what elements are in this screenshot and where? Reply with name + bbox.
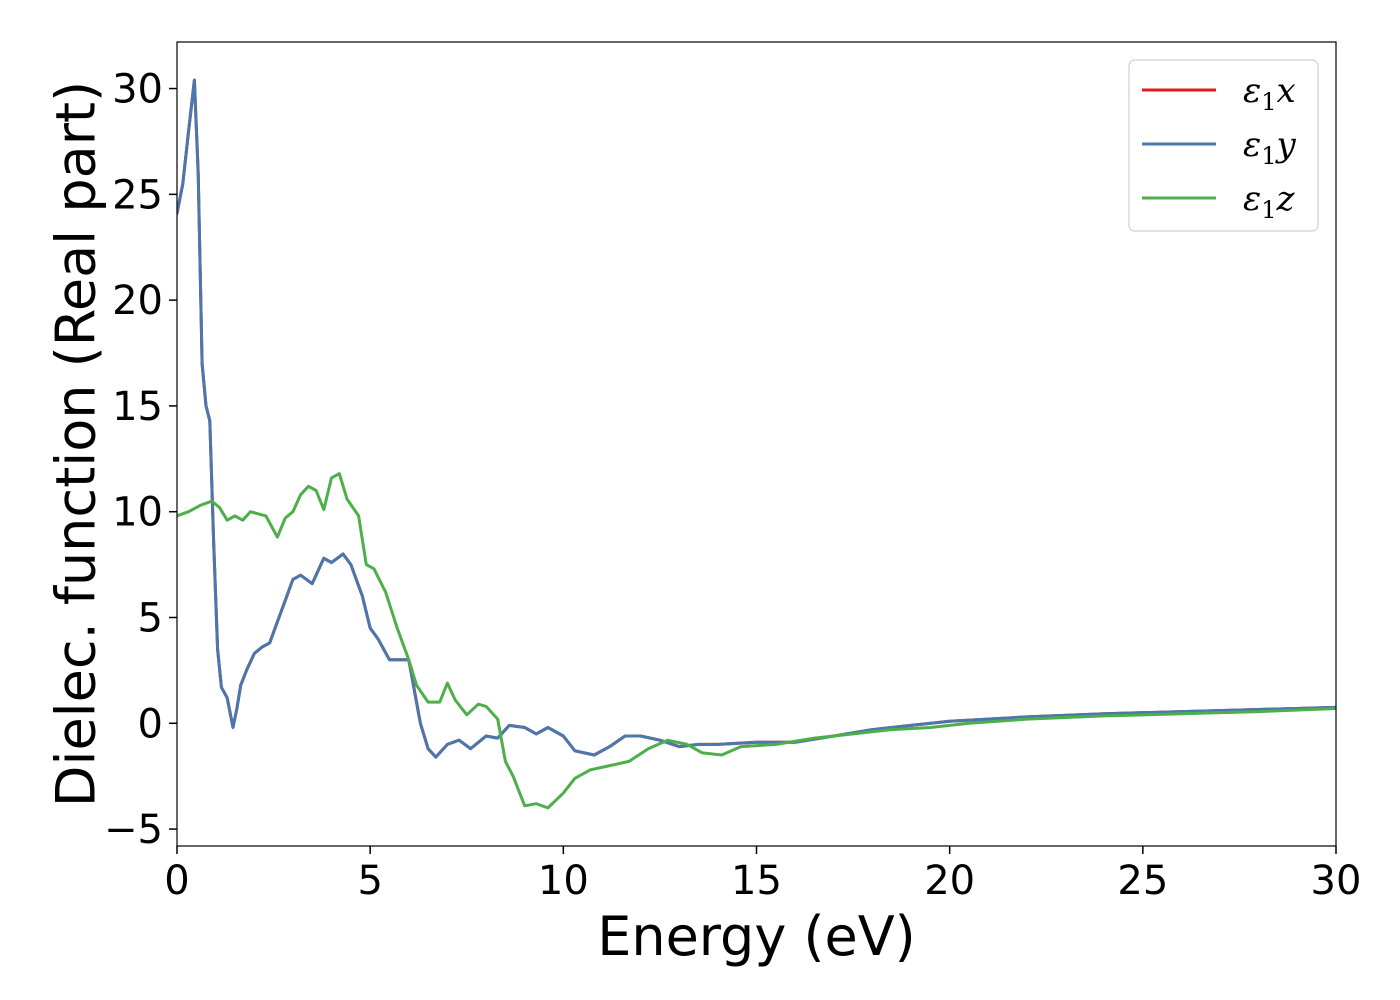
x-tick-label: 15 xyxy=(731,858,782,904)
legend: ε1x ε1y ε1z xyxy=(1128,59,1319,232)
x-tick-label: 25 xyxy=(1117,858,1168,904)
x-axis-label: Energy (eV) xyxy=(597,905,916,968)
legend-label-x: ε1x xyxy=(1243,71,1296,116)
series-layer xyxy=(177,78,1336,810)
y-tick-label: 10 xyxy=(112,490,163,536)
x-tick-label: 20 xyxy=(924,858,975,904)
y-tick-label: −5 xyxy=(104,807,163,853)
y-tick-label: 25 xyxy=(112,172,163,218)
x-tick-label: 0 xyxy=(164,858,189,904)
x-tick-label: 10 xyxy=(538,858,589,904)
legend-box xyxy=(1128,59,1319,232)
y-axis-label: Dielec. function (Real part) xyxy=(45,81,108,807)
y-tick-label: 5 xyxy=(138,595,163,641)
x-tick-label: 30 xyxy=(1311,858,1362,904)
series-line-z xyxy=(177,472,1336,810)
y-tick-label: 15 xyxy=(112,384,163,430)
y-tick-label: 20 xyxy=(112,278,163,324)
y-tick-label: 0 xyxy=(138,701,163,747)
series-line-y xyxy=(177,78,1336,759)
y-tick-label: 30 xyxy=(112,67,163,113)
x-tick-label: 5 xyxy=(357,858,382,904)
legend-label-y: ε1y xyxy=(1243,125,1297,170)
legend-label-z: ε1z xyxy=(1243,179,1296,224)
